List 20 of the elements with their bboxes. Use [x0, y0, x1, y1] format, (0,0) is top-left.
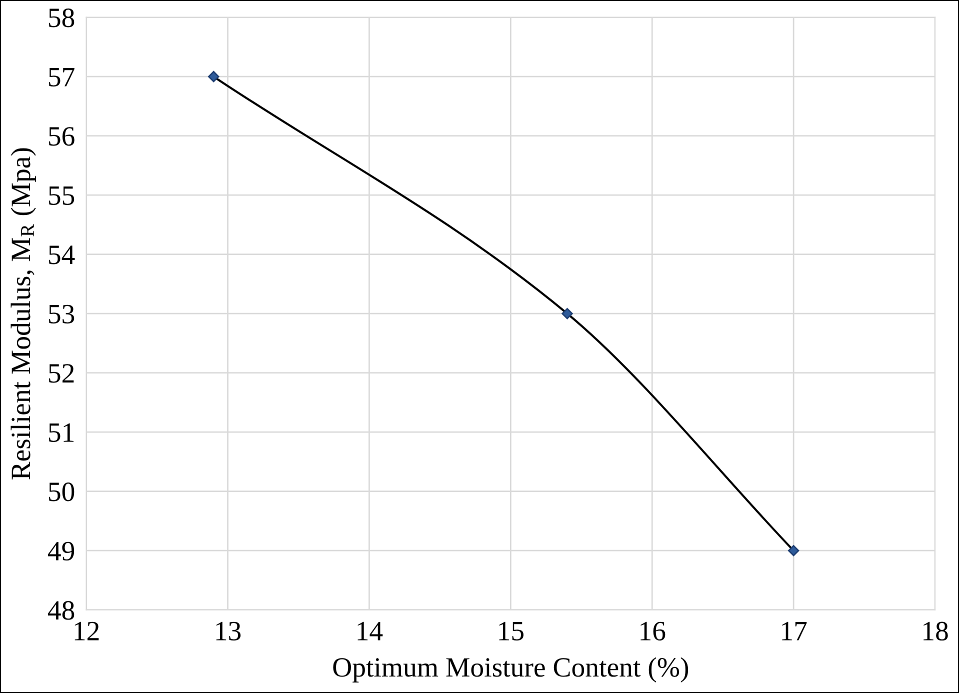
y-tick-label: 53: [49, 304, 74, 324]
y-tick-label: 52: [49, 364, 74, 383]
x-tick-label: 13: [216, 622, 241, 640]
x-axis-title: Optimum Moisture Content (%): [333, 657, 688, 682]
y-tick-label: 55: [49, 186, 74, 205]
x-tick-label: 17: [782, 622, 807, 640]
y-tick-label: 57: [49, 68, 74, 86]
x-tick-label: 15: [499, 622, 524, 640]
y-axis-title: Resilient Modulus, M$_{R}$ (Mpa): [10, 148, 36, 480]
x-tick-label: 12: [74, 622, 99, 640]
y-tick-label: 50: [49, 482, 74, 502]
y-tick-label: 49: [48, 542, 74, 560]
y-tick-label: 54: [49, 246, 75, 264]
x-tick-label: 16: [640, 622, 666, 640]
x-tick-label: 18: [924, 622, 948, 640]
y-tick-label: 48: [48, 601, 74, 620]
y-tick-label: 56: [49, 127, 74, 146]
y-tick-label: 51: [49, 423, 74, 442]
y-tick-label: 58: [49, 8, 74, 28]
x-tick-label: 14: [358, 622, 383, 640]
